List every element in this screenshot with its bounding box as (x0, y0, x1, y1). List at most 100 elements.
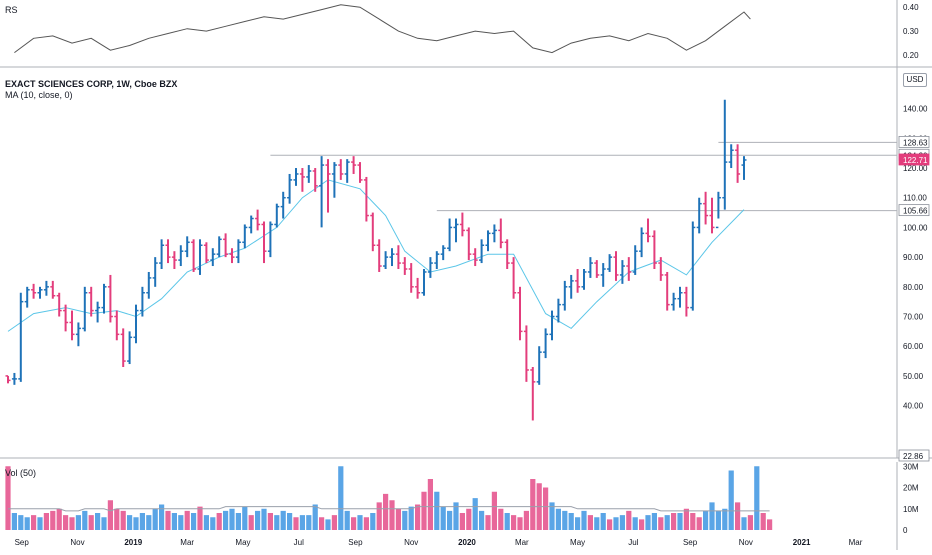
volume-bar (120, 510, 126, 530)
price-tick-label: 140.00 (903, 105, 928, 114)
volume-bar (677, 513, 683, 530)
volume-bar (485, 515, 491, 530)
volume-bar (690, 513, 696, 530)
ohlc-bar (31, 283, 37, 299)
volume-bar (581, 510, 587, 530)
ohlc-bar (434, 251, 440, 270)
volume-bar (37, 517, 43, 530)
time-tick-label: May (235, 538, 250, 547)
volume-bar (517, 517, 523, 530)
volume-bar (274, 515, 280, 530)
volume-bar (594, 517, 600, 530)
ohlc-bar (587, 257, 593, 278)
volume-bar (440, 506, 446, 530)
ohlc-bar (658, 257, 664, 281)
volume-bar (56, 508, 62, 530)
ohlc-bar (389, 248, 395, 267)
ohlc-bar (645, 218, 651, 243)
ohlc-bar (427, 257, 433, 278)
volume-bar (299, 515, 305, 530)
ohlc-bar (210, 248, 216, 267)
volume-bar (75, 515, 81, 530)
volume-tick-label: 20M (903, 484, 919, 493)
volume-bar (479, 510, 485, 530)
volume-bar (165, 510, 171, 530)
volume-bar (171, 513, 177, 530)
volume-bar (664, 515, 670, 530)
volume-bar (95, 513, 101, 530)
ohlc-bar (402, 257, 408, 275)
price-label-text: 22.86 (903, 452, 924, 461)
volume-bar (434, 491, 440, 530)
ohlc-bar (43, 280, 49, 296)
ohlc-bar (619, 260, 625, 284)
ohlc-bar (696, 197, 702, 234)
volume-bar (728, 470, 734, 530)
ohlc-bar (120, 328, 126, 368)
price-tick-label: 110.00 (903, 194, 927, 203)
volume-bar (741, 517, 747, 530)
volume-bar (280, 510, 286, 530)
ohlc-bar (306, 165, 312, 183)
time-tick-label: 2021 (793, 538, 811, 547)
ohlc-bar (568, 274, 574, 299)
volume-bar (146, 515, 152, 530)
ohlc-bar (24, 286, 30, 308)
ohlc-bar (440, 245, 446, 261)
ohlc-bar (447, 218, 453, 252)
volume-bar (325, 519, 331, 530)
volume-bar (88, 515, 94, 530)
ohlc-bar (319, 156, 325, 228)
volume-bar (376, 502, 382, 530)
ohlc-bar (171, 251, 177, 270)
time-tick-label: Sep (15, 538, 30, 547)
price-tick-label: 40.00 (903, 402, 924, 411)
volume-bar (312, 504, 318, 530)
ohlc-bar (562, 280, 568, 311)
ohlc-bar (357, 162, 363, 183)
volume-bar (261, 508, 267, 530)
volume-tick-label: 10M (903, 505, 919, 514)
volume-bar (639, 519, 645, 530)
ohlc-bar (677, 286, 683, 308)
volume-bar (331, 515, 337, 530)
volume-bar (530, 479, 536, 530)
price-label: 22.86 (898, 449, 930, 462)
ohlc-bar (517, 286, 523, 341)
currency-button[interactable]: USD (903, 73, 927, 87)
volume-bar (203, 515, 209, 530)
volume-bar (319, 517, 325, 530)
ohlc-bar (63, 304, 69, 332)
ohlc-bar (146, 271, 152, 299)
ohlc-bar (280, 191, 286, 219)
instrument-title: EXACT SCIENCES CORP, 1W, Cboe BZX (5, 79, 178, 89)
volume-bar (447, 510, 453, 530)
volume-bar (754, 466, 760, 530)
ohlc-bar (709, 197, 715, 234)
rs-pane-label: RS (5, 5, 18, 15)
ohlc-bar (741, 156, 747, 180)
ohlc-bar (479, 239, 485, 264)
ma-indicator-label: MA (10, close, 0) (5, 90, 73, 100)
volume-bar (619, 515, 625, 530)
volume-average-line (8, 506, 770, 512)
volume-bar (703, 510, 709, 530)
price-label: 122.71 (898, 153, 930, 166)
ohlc-bar (651, 230, 657, 270)
volume-bar (715, 510, 721, 530)
ohlc-bar (511, 257, 517, 299)
volume-bar (459, 513, 465, 530)
volume-bar (5, 466, 11, 530)
ohlc-bar (37, 286, 43, 299)
ohlc-bar (178, 245, 184, 267)
volume-bar (504, 513, 510, 530)
volume-pane-label: Vol (50) (5, 468, 37, 478)
ohlc-bar (626, 257, 632, 281)
volume-bar (600, 513, 606, 530)
volume-bar (50, 510, 56, 530)
volume-bar (607, 519, 613, 530)
volume-bar (671, 513, 677, 530)
ohlc-bar (703, 191, 709, 225)
ohlc-bar (152, 257, 158, 287)
